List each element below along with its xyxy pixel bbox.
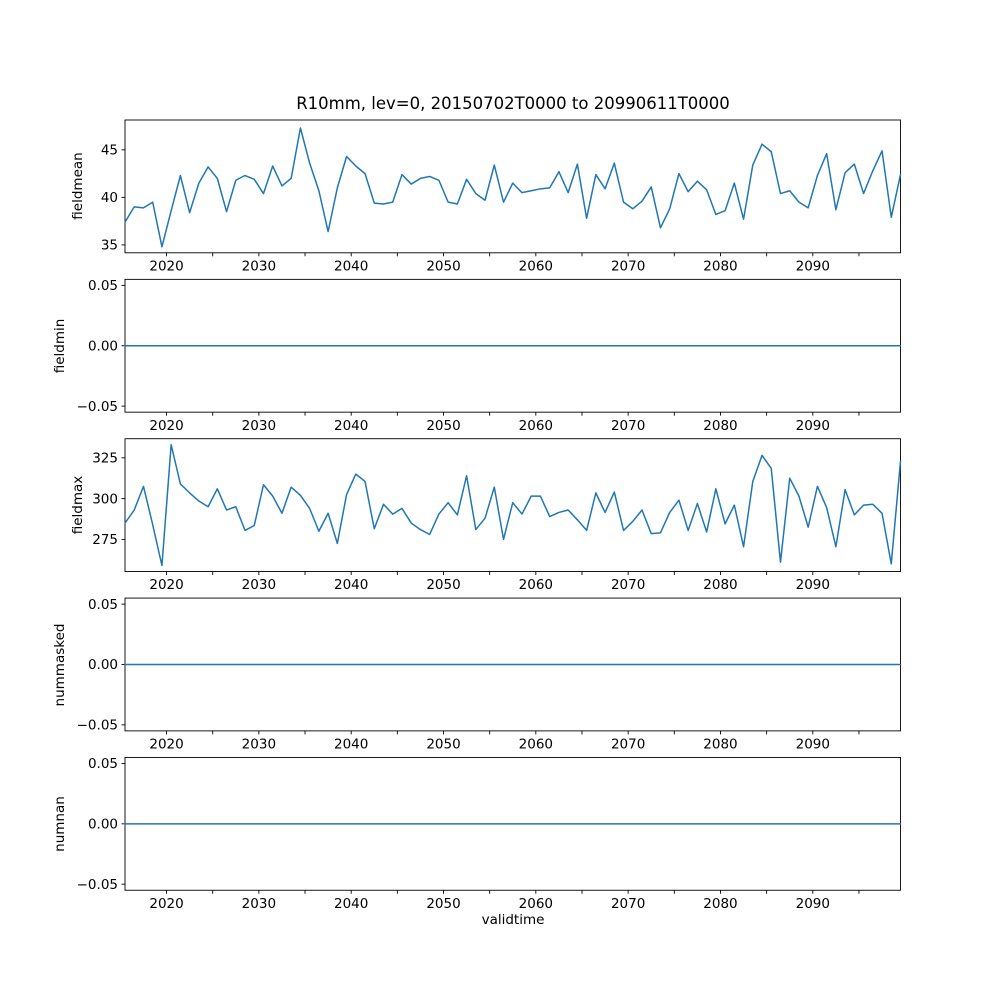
x-tick-label: 2060	[519, 258, 553, 274]
y-tick-label: 300	[92, 491, 118, 507]
axes-frame	[124, 438, 901, 572]
x-tick-label: 2030	[242, 577, 276, 593]
y-tick-label: 45	[101, 143, 118, 159]
x-tick-label: 2050	[426, 736, 460, 752]
y-tick-label: 0.05	[88, 756, 118, 772]
y-tick-label: 0.00	[88, 657, 118, 673]
y-tick-label: 275	[92, 532, 118, 548]
x-tick-label: 2020	[149, 736, 183, 752]
x-tick-label: 2020	[149, 418, 183, 434]
y-tick-label: 0.05	[88, 597, 118, 613]
x-tick-label: 2090	[796, 736, 830, 752]
x-tick-label: 2060	[519, 736, 553, 752]
y-tick-label: 35	[101, 238, 118, 254]
x-tick-label: 2070	[611, 418, 645, 434]
x-tick-label: 2070	[611, 736, 645, 752]
x-tick-label: 2030	[242, 258, 276, 274]
x-tick-label: 2020	[149, 896, 183, 912]
axes-frame	[124, 119, 901, 254]
series-line-fieldmean	[124, 127, 902, 248]
y-axis-label-nummasked: nummasked	[52, 623, 68, 706]
y-tick-label: 0.00	[88, 817, 118, 833]
subplot-nummasked: −0.05 0.00 0.05 2020 2030 2040 2050 2060 2070 208…	[77, 597, 902, 752]
y-axis-label-fieldmean: fieldmean	[70, 152, 86, 221]
x-tick-label: 2030	[242, 896, 276, 912]
x-tick-label: 2020	[149, 258, 183, 274]
x-tick-label: 2050	[426, 258, 460, 274]
x-tick-label: 2090	[796, 418, 830, 434]
x-tick-label: 2080	[703, 736, 737, 752]
x-tick-label: 2090	[796, 258, 830, 274]
x-tick-label: 2080	[703, 418, 737, 434]
y-tick-label: 325	[92, 451, 118, 467]
y-tick-label: −0.05	[77, 877, 118, 893]
y-axis-label-fieldmax: fieldmax	[70, 475, 86, 535]
y-axis-label-numnan: numnan	[52, 795, 68, 852]
y-tick-label: 40	[101, 190, 118, 206]
x-tick-label: 2050	[426, 418, 460, 434]
x-tick-label: 2080	[703, 577, 737, 593]
x-tick-label: 2090	[796, 896, 830, 912]
x-tick-label: 2080	[703, 896, 737, 912]
y-tick-label: −0.05	[77, 399, 118, 415]
y-tick-label: 0.05	[88, 278, 118, 294]
x-tick-label: 2030	[242, 418, 276, 434]
x-tick-label: 2070	[611, 896, 645, 912]
x-tick-label: 2060	[519, 577, 553, 593]
x-tick-label: 2040	[334, 258, 368, 274]
x-tick-label: 2040	[334, 736, 368, 752]
chart-title: R10mm, lev=0, 20150702T0000 to 20990611T…	[296, 94, 730, 113]
x-tick-label: 2050	[426, 577, 460, 593]
subplot-fieldmean: 35 40 45 2020 2030 2040 2050 2060 2070 2080 2090	[101, 119, 902, 274]
x-tick-label: 2090	[796, 577, 830, 593]
x-tick-label: 2070	[611, 577, 645, 593]
x-tick-label: 2040	[334, 418, 368, 434]
series-line-fieldmax	[124, 444, 902, 567]
x-tick-label: 2050	[426, 896, 460, 912]
y-axis-label-fieldmin: fieldmin	[52, 318, 68, 374]
x-tick-label: 2060	[519, 418, 553, 434]
subplot-fieldmin: −0.05 0.00 0.05 2020 2030 2040 2050 2060 2070 208…	[77, 278, 902, 434]
x-tick-label: 2070	[611, 258, 645, 274]
x-tick-label: 2060	[519, 896, 553, 912]
x-axis-label: validtime	[481, 912, 545, 928]
x-tick-label: 2080	[703, 258, 737, 274]
y-tick-label: −0.05	[77, 718, 118, 734]
subplot-fieldmax: 275 300 325 2020 2030 2040 2050 2060 2070 2080 209…	[92, 438, 902, 593]
x-tick-label: 2030	[242, 736, 276, 752]
x-tick-label: 2040	[334, 577, 368, 593]
x-tick-label: 2020	[149, 577, 183, 593]
subplot-numnan: −0.05 0.00 0.05 2020 2030 2040 2050 2060 2070 208…	[77, 756, 902, 912]
y-tick-label: 0.00	[88, 338, 118, 354]
x-tick-label: 2040	[334, 896, 368, 912]
